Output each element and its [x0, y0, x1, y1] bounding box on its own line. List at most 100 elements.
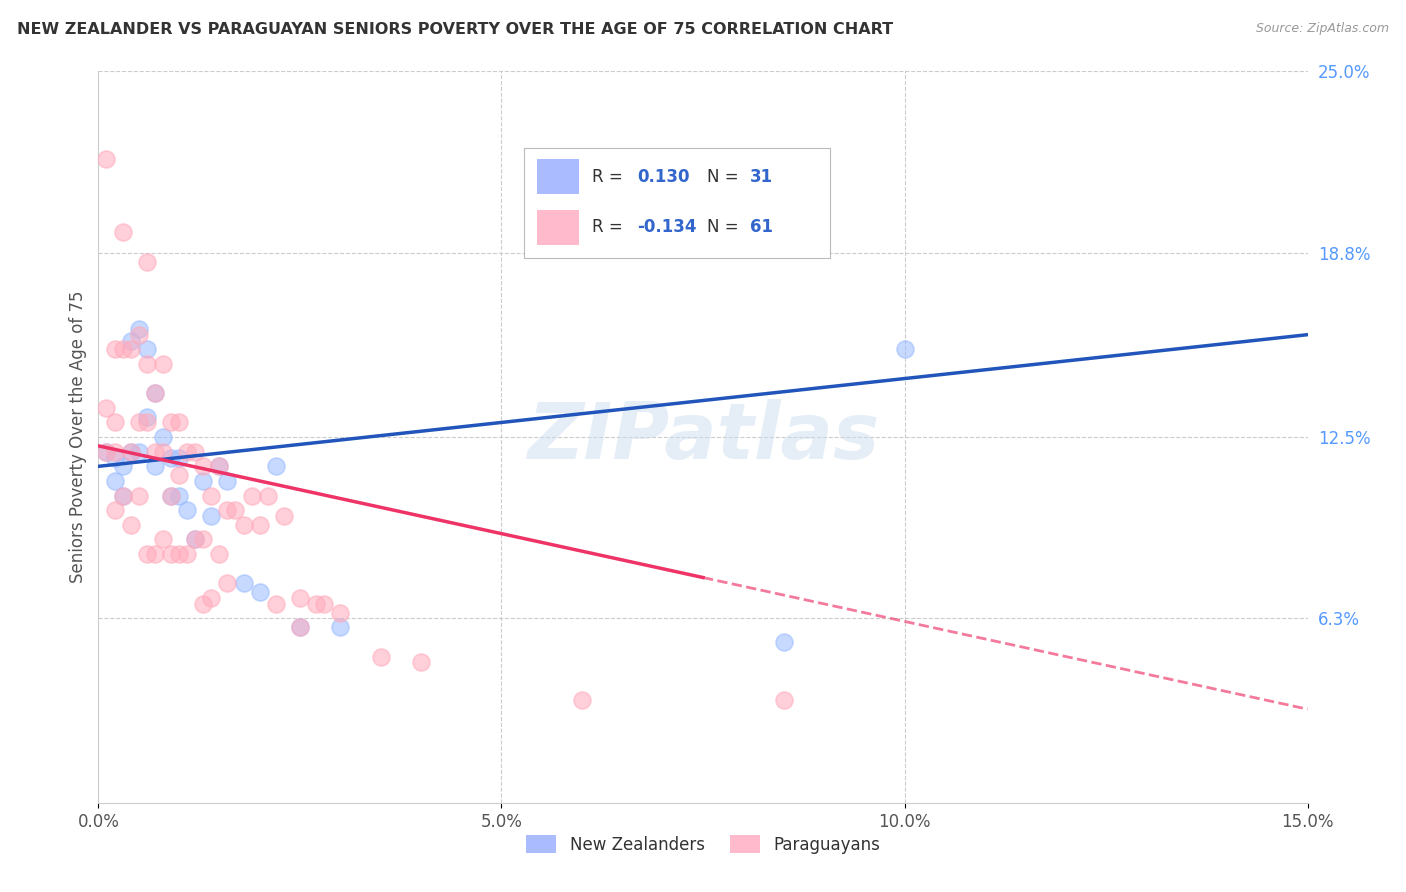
Point	[329, 606, 352, 620]
Text: Source: ZipAtlas.com: Source: ZipAtlas.com	[1256, 22, 1389, 36]
Point	[217, 474, 239, 488]
Point	[143, 547, 166, 561]
Text: N =: N =	[707, 219, 744, 236]
Y-axis label: Seniors Poverty Over the Age of 75: Seniors Poverty Over the Age of 75	[69, 291, 87, 583]
Point	[232, 517, 254, 532]
Point	[111, 343, 134, 357]
Point	[135, 547, 157, 561]
Point	[128, 322, 150, 336]
Point	[143, 444, 166, 458]
Text: -0.134: -0.134	[637, 219, 697, 236]
Point	[120, 334, 142, 348]
Point	[135, 409, 157, 424]
Point	[224, 503, 246, 517]
Point	[152, 357, 174, 371]
Point	[217, 503, 239, 517]
Point	[103, 444, 125, 458]
Point	[288, 591, 311, 605]
Point	[184, 444, 207, 458]
Text: R =: R =	[592, 168, 627, 186]
Point	[184, 533, 207, 547]
Text: R =: R =	[592, 219, 627, 236]
Point	[249, 517, 271, 532]
Point	[176, 503, 198, 517]
Point	[193, 533, 215, 547]
Point	[135, 416, 157, 430]
Point	[152, 533, 174, 547]
Point	[193, 474, 215, 488]
Point	[232, 576, 254, 591]
Point	[120, 343, 142, 357]
Point	[200, 591, 222, 605]
Text: NEW ZEALANDER VS PARAGUAYAN SENIORS POVERTY OVER THE AGE OF 75 CORRELATION CHART: NEW ZEALANDER VS PARAGUAYAN SENIORS POVE…	[17, 22, 893, 37]
Text: N =: N =	[707, 168, 744, 186]
Point	[167, 468, 190, 483]
Point	[160, 450, 183, 465]
Point	[288, 620, 311, 634]
Point	[571, 693, 593, 707]
Point	[128, 489, 150, 503]
FancyBboxPatch shape	[537, 160, 579, 194]
Point	[135, 343, 157, 357]
Point	[208, 459, 231, 474]
Point	[409, 656, 432, 670]
Point	[176, 547, 198, 561]
FancyBboxPatch shape	[537, 210, 579, 245]
Point	[772, 635, 794, 649]
Point	[135, 357, 157, 371]
Point	[329, 620, 352, 634]
Point	[111, 489, 134, 503]
Point	[314, 597, 336, 611]
Point	[103, 343, 125, 357]
Point	[176, 444, 198, 458]
Point	[120, 444, 142, 458]
Point	[160, 489, 183, 503]
Point	[96, 444, 118, 458]
Point	[193, 597, 215, 611]
Point	[772, 693, 794, 707]
Point	[120, 444, 142, 458]
Point	[217, 576, 239, 591]
Point	[103, 450, 125, 465]
Text: 61: 61	[751, 219, 773, 236]
Legend: New Zealanders, Paraguayans: New Zealanders, Paraguayans	[520, 829, 886, 860]
Text: ZIPatlas: ZIPatlas	[527, 399, 879, 475]
Point	[128, 444, 150, 458]
Text: 31: 31	[751, 168, 773, 186]
Point	[96, 444, 118, 458]
Point	[111, 225, 134, 239]
Point	[264, 459, 287, 474]
Point	[167, 450, 190, 465]
Point	[184, 533, 207, 547]
Text: 0.130: 0.130	[637, 168, 690, 186]
Point	[111, 489, 134, 503]
Point	[305, 597, 328, 611]
Point	[143, 386, 166, 401]
Point	[128, 416, 150, 430]
Point	[200, 509, 222, 524]
Point	[264, 597, 287, 611]
Point	[152, 444, 174, 458]
Point	[193, 459, 215, 474]
Point	[152, 430, 174, 444]
Point	[370, 649, 392, 664]
Point	[208, 547, 231, 561]
Point	[160, 489, 183, 503]
Point	[249, 585, 271, 599]
Point	[208, 459, 231, 474]
Point	[103, 474, 125, 488]
Point	[167, 547, 190, 561]
Point	[167, 416, 190, 430]
Point	[111, 459, 134, 474]
Point	[103, 416, 125, 430]
Point	[96, 152, 118, 166]
Point	[240, 489, 263, 503]
Point	[893, 343, 915, 357]
Point	[160, 416, 183, 430]
Point	[160, 547, 183, 561]
Point	[143, 386, 166, 401]
Point	[96, 401, 118, 415]
Point	[135, 254, 157, 268]
Point	[167, 489, 190, 503]
Point	[288, 620, 311, 634]
